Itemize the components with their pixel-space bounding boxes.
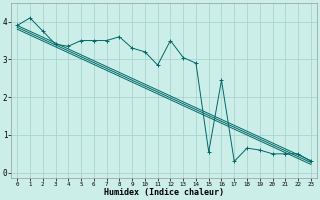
X-axis label: Humidex (Indice chaleur): Humidex (Indice chaleur) [104,188,224,197]
